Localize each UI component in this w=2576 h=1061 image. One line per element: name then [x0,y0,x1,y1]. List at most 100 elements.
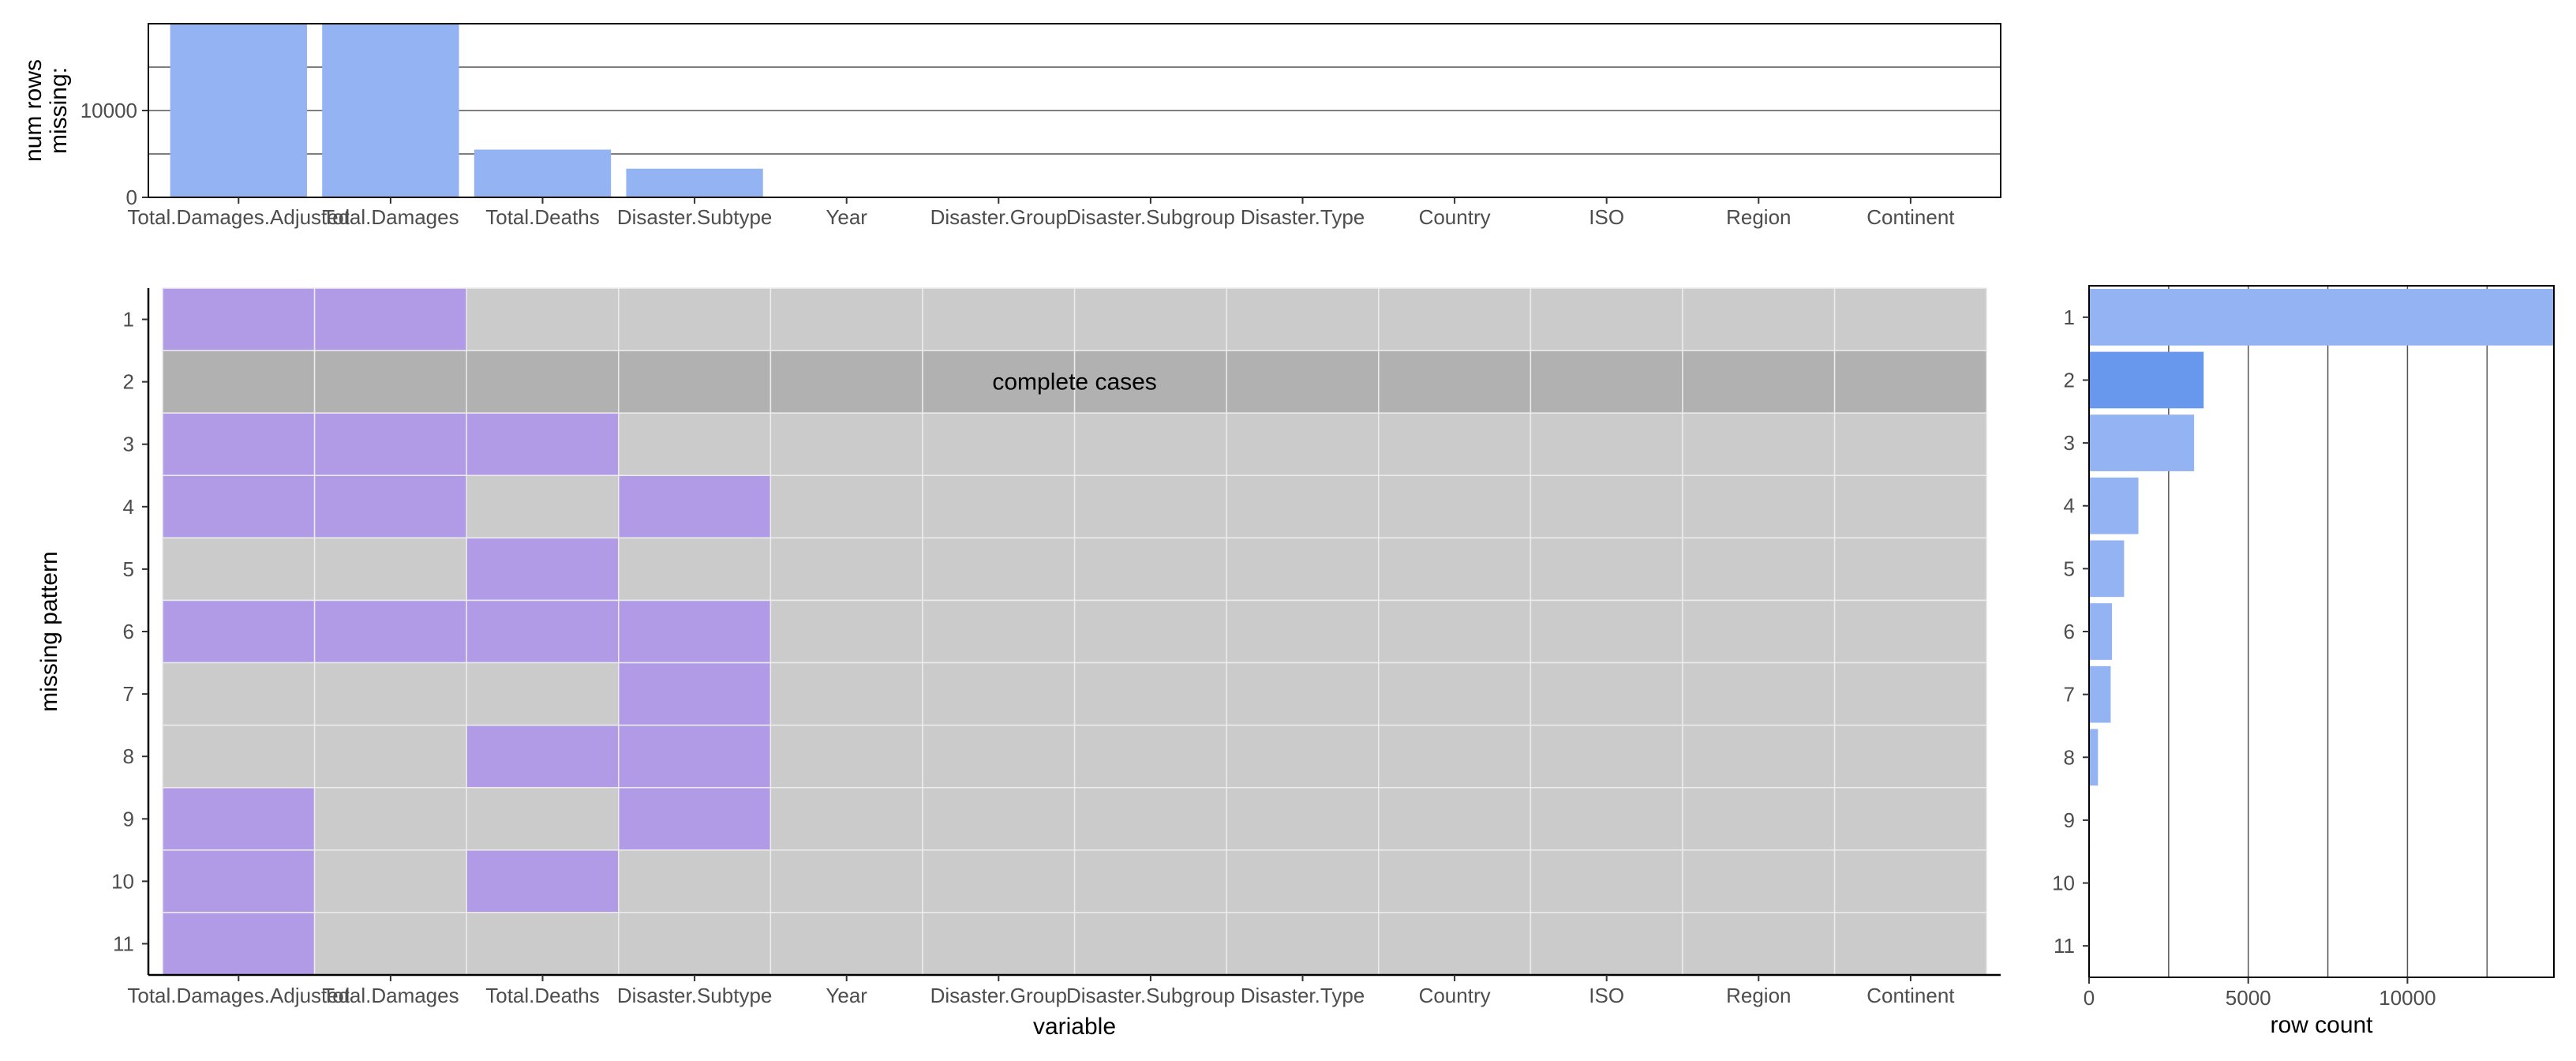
present-cell [1682,662,1836,726]
present-cell [618,287,772,351]
matrix-y-ticks: 1 2 3 4 5 6 7 8 9 10 11 [111,308,148,955]
present-cell [1530,350,1683,414]
present-cell [922,724,1076,789]
present-cell [1530,599,1683,664]
present-cell [1226,849,1380,913]
matrix-y-tick-label: 4 [123,495,134,519]
complete-cases-label: complete cases [992,369,1156,396]
top-x-tick-label: Year [826,205,867,229]
present-cell [313,786,467,851]
present-cell [1378,912,1532,976]
top-y-axis-title-line: num rows [21,59,47,162]
missing-cell [162,786,316,851]
missing-cell [466,849,620,913]
matrix-x-tick-label: Country [1419,984,1491,1007]
top-x-tick-label: Total.Damages [322,205,459,229]
present-cell [922,849,1076,913]
matrix-x-tick-label: Disaster.Subtype [617,984,773,1007]
top-bars [170,24,763,197]
present-cell [1530,287,1683,351]
present-cell [1530,474,1683,539]
missing-cell [466,537,620,602]
right-x-tick-label: 0 [2084,986,2095,1010]
top-x-tick-label: Disaster.Type [1241,205,1365,229]
present-cell [769,287,923,351]
right-y-tick-label: 3 [2064,431,2075,455]
present-cell [466,474,620,539]
matrix-x-tick-label: Continent [1866,984,1955,1007]
present-cell [1682,537,1836,602]
right-y-tick-label: 8 [2064,745,2075,769]
present-cell [1530,662,1683,726]
top-x-tick-label: Disaster.Subgroup [1066,205,1235,229]
present-cell [1682,786,1836,851]
missing-cell [466,599,620,664]
right-y-tick-label: 11 [2054,934,2075,958]
missing-cell [162,599,316,664]
missing-count-bar [322,24,459,197]
top-y-tick-label: 10000 [80,99,137,122]
present-cell [1226,599,1380,664]
top-x-tick-label: ISO [1589,205,1624,229]
missing-cell [618,662,772,726]
right-x-tick-label: 5000 [2226,986,2271,1010]
top-x-tick-label: Total.Damages.Adjusted [127,205,350,229]
right-y-tick-label: 6 [2064,620,2075,643]
right-y-tick-label: 5 [2064,557,2075,580]
right-bars [2089,288,2554,975]
missing-cell [162,287,316,351]
top-y-ticks: 0 10000 [80,99,148,209]
present-cell [618,412,772,477]
row-count-bar [2089,665,2111,723]
missing-cell [618,474,772,539]
missing-cell [466,412,620,477]
present-cell [1226,412,1380,477]
matrix-cells [162,287,1987,976]
matrix-x-axis-title: variable [1033,1014,1116,1040]
present-cell [1682,599,1836,664]
missing-cell [162,474,316,539]
matrix-x-tick-label: Total.Damages.Adjusted [127,984,350,1007]
present-cell [1833,912,1987,976]
matrix-x-tick-label: Year [826,984,867,1007]
present-cell [162,537,316,602]
matrix-y-tick-label: 2 [123,370,134,394]
present-cell [1833,412,1987,477]
matrix-y-tick-label: 9 [123,807,134,830]
present-cell [922,662,1076,726]
top-x-tick-label: Region [1726,205,1791,229]
present-cell [1378,537,1532,602]
present-cell [1378,287,1532,351]
present-cell [769,474,923,539]
missing-cell [618,786,772,851]
present-cell [769,599,923,664]
matrix-y-tick-label: 3 [123,433,134,456]
matrix-y-tick-label: 7 [123,682,134,706]
right-y-tick-label: 2 [2064,368,2075,392]
present-cell [1073,662,1227,726]
present-cell [1530,786,1683,851]
missing-cell [313,287,467,351]
matrix-x-tick-label: ISO [1589,984,1624,1007]
right-x-ticks: 0 5000 10000 [2084,977,2436,1010]
matrix-y-tick-label: 10 [111,869,134,893]
missing-count-bar-panel: 0 10000 Total.Damages.AdjustedTotal.Damag… [21,23,2001,229]
present-cell [922,599,1076,664]
present-cell [1833,662,1987,726]
present-cell [466,350,620,414]
present-cell [313,350,467,414]
missing-cell [162,412,316,477]
matrix-y-tick-label: 8 [123,744,134,768]
present-cell [922,912,1076,976]
present-cell [1226,662,1380,726]
present-cell [1530,537,1683,602]
present-cell [1378,724,1532,789]
present-cell [466,786,620,851]
present-cell [618,537,772,602]
present-cell [313,849,467,913]
present-cell [1226,786,1380,851]
present-cell [1530,849,1683,913]
